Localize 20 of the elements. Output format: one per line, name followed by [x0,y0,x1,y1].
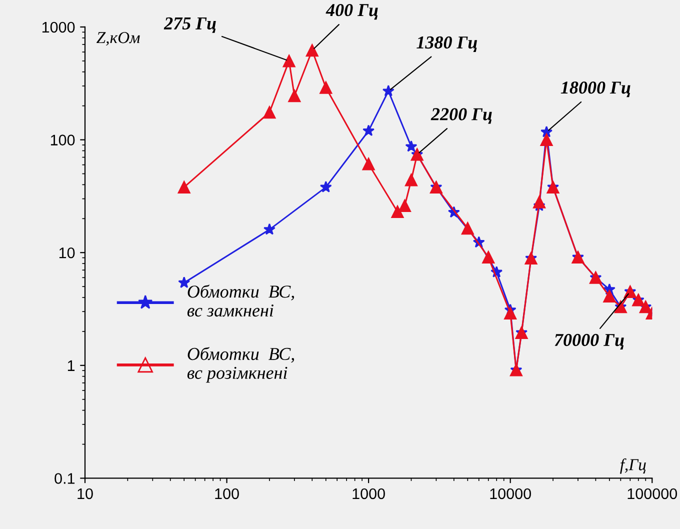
legend-label: Обмотки ВС, вс розімкнені [187,346,294,383]
annotation: 70000 Гц [554,334,624,350]
y-axis-title: Z,кОм [96,32,140,46]
legend-label: Обмотки ВС, вс замкнені [187,284,294,317]
annotation: 1380 Гц [416,36,478,52]
x-tick-label: 100 [215,488,239,500]
annotation: 275 Гц [164,17,216,33]
x-tick-label: 10 [78,488,93,500]
annotation: 18000 Гц [560,82,630,98]
y-tick-label: 1000 [42,22,75,33]
x-tick-label: 10000 [490,488,531,500]
annotation: 400 Гц [326,4,378,20]
y-tick-label: 0.1 [54,473,75,484]
x-axis-title: f,Гц [620,458,646,474]
annotation: 2200 Гц [430,108,492,124]
y-tick-label: 1 [68,360,75,371]
y-tick-label: 10 [59,247,75,258]
x-tick-label: 1000 [352,488,385,500]
y-tick-label: 100 [50,134,75,146]
x-tick-label: 100000 [628,488,678,500]
